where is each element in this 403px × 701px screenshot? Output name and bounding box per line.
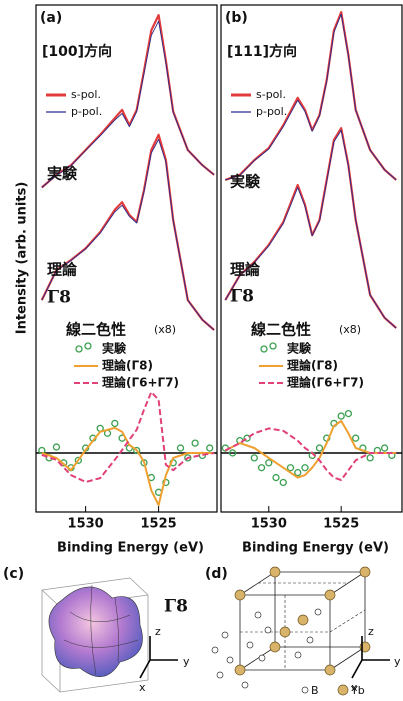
dichroism-point [295,470,301,476]
dichroism-scale: (x8) [154,323,176,336]
orbital-shape [49,587,143,677]
yb-atoms [235,567,370,675]
x-tick-label: 1530 [68,517,104,532]
x-tick-label: 1525 [141,517,177,532]
dichroism-point [345,411,351,417]
axis-letter: z [368,625,374,638]
dichroism-point [266,460,272,466]
legend-marker [85,343,91,349]
dichroism-point [382,445,388,451]
legend-label: s-pol. [71,88,101,101]
legend-marker [261,346,267,352]
legend-label: 理論(Γ6+Γ7) [102,375,179,390]
symbol: Γ8 [164,597,188,617]
legend-label: s-pol. [256,88,286,101]
legend-label: p-pol. [71,105,102,118]
legend-label: 理論(Γ8) [102,358,153,373]
curve-label: 理論 [47,261,78,279]
legend-label: Yb [350,684,365,697]
dichroism-point [273,475,279,481]
dichroism-point [112,420,118,426]
dichroism-point [53,444,59,450]
panel-label: (b) [225,10,248,26]
legend-marker [270,343,276,349]
curve-label: 実験 [47,165,78,183]
legend-marker [302,687,308,693]
direction-label: [100]方向 [42,43,112,60]
dichroism-line [225,421,396,478]
panel-label: (c) [3,566,24,582]
dichroism-point [353,435,359,441]
dichroism-point [316,445,322,451]
y-axis-title: Intensity (arb. units) [15,182,30,335]
legend-label: 理論(Γ8) [287,358,338,373]
experiment-line [225,14,396,180]
curve-label: 実験 [230,173,261,191]
dichroism-point [251,455,257,461]
axis-letter: y [394,655,401,668]
panel-d: (d) z y x B Yb [205,566,401,697]
legend-label: 理論(Γ6+Γ7) [287,375,364,390]
direction-label: [111]方向 [227,43,297,60]
legend-label: p-pol. [256,105,287,118]
legend-marker [338,685,348,695]
dichroism-title: 線二色性 [251,321,311,339]
dichroism-line [42,428,214,505]
cube-inner [240,583,365,670]
dichroism-line [225,428,396,480]
dichroism-title: 線二色性 [66,321,126,339]
panel-label: (d) [205,566,228,582]
axes-arrows [352,636,390,678]
axis-letter: x [139,681,146,694]
dichroism-point [178,445,184,451]
legend-label: 実験 [287,341,312,356]
plot-frame [36,5,217,512]
x-tick-label: 1530 [251,517,287,532]
panel-label: (a) [40,10,62,26]
curve-label: 理論 [230,261,261,279]
axis-letter: z [155,625,161,638]
dichroism-point [288,465,294,471]
dichroism-point [302,465,308,471]
legend-label: 実験 [102,341,127,356]
page: {"chart_data": [ {"type": "line", "panel… [0,0,403,697]
x-axis-title: Binding Energy (eV) [242,541,389,556]
x-axis-title: Binding Energy (eV) [57,541,204,556]
dichroism-point [280,479,286,485]
gamma-label: Γ8 [47,288,71,308]
dichroism-point [367,455,373,461]
legend-label: B [311,684,319,697]
dichroism-point [207,445,213,451]
legend-marker [76,346,82,352]
dichroism-point [192,440,198,446]
dichroism-scale: (x8) [339,323,361,336]
panel-c: (c) Γ8 z y x [3,566,190,694]
figure: (c) Γ8 z y x (d) z y x B Yb (a) [100]方向 15… [0,0,403,697]
dichroism-point [259,465,265,471]
axis-letter: y [183,655,190,668]
dichroism-point [338,413,344,419]
experiment-line [42,15,214,187]
axes-arrows [140,636,178,678]
gamma-label: Γ8 [230,287,254,307]
x-tick-label: 1525 [323,517,359,532]
